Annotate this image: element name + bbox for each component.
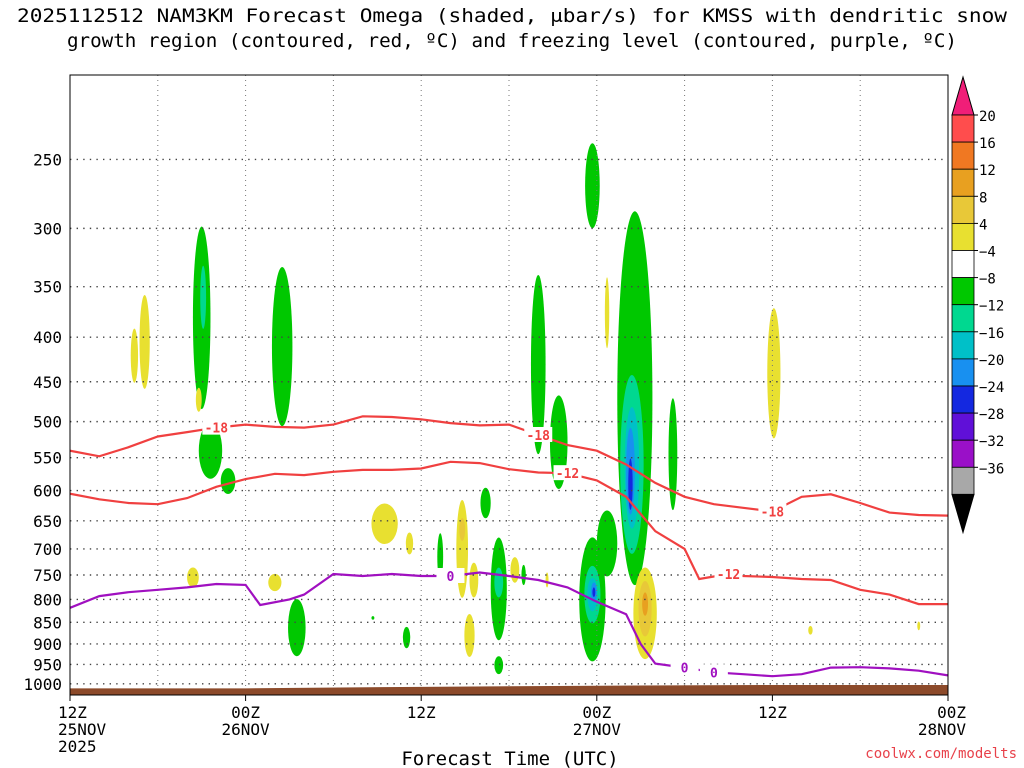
colorbar-swatch <box>952 386 974 413</box>
colorbar-label: 12 <box>979 163 996 179</box>
omega-region <box>406 532 413 554</box>
y-tick-label: 250 <box>33 150 62 169</box>
y-tick-label: 600 <box>33 482 62 501</box>
omega-region <box>592 587 595 597</box>
y-tick-label: 850 <box>33 613 62 632</box>
omega-region <box>597 510 617 576</box>
colorbar-swatch <box>952 169 974 196</box>
colorbar: 20 16 12 8 4 −4 −8 −12 −16 −20 −24 −28 −32 −36 <box>952 77 1004 532</box>
omega-region <box>272 267 292 426</box>
colorbar-label: −16 <box>979 326 1004 342</box>
y-tick-label: 1000 <box>23 675 62 694</box>
omega-region <box>371 616 374 620</box>
colorbar-swatch <box>952 413 974 440</box>
omega-region <box>187 567 199 587</box>
colorbar-top-arrow <box>952 77 974 115</box>
isotherm-label: -12 <box>556 467 579 482</box>
y-tick-label: 300 <box>33 219 62 238</box>
colorbar-label: −32 <box>979 434 1004 450</box>
omega-region <box>585 143 600 228</box>
y-tick-label: 400 <box>33 328 62 347</box>
terrain-fill <box>70 685 948 695</box>
y-axis-labels: 250 300 350 400 450 500 550 600 650 700 750 800 850 9… <box>23 150 62 693</box>
omega-region <box>494 656 503 674</box>
colorbar-label: −28 <box>979 407 1004 423</box>
colorbar-swatch <box>952 359 974 386</box>
terrain <box>70 685 948 695</box>
omega-region <box>403 627 410 648</box>
omega-region <box>200 266 206 329</box>
colorbar-label: −8 <box>979 272 996 288</box>
colorbar-label: −36 <box>979 461 1004 477</box>
omega-region <box>268 574 281 591</box>
omega-region <box>469 563 478 598</box>
x-tick-label: 28NOV <box>918 720 967 739</box>
isotherm-label: 0 <box>681 662 689 677</box>
colorbar-label: −24 <box>979 380 1004 396</box>
colorbar-swatch <box>952 440 974 467</box>
x-tick-label: 12Z <box>407 703 436 722</box>
omega-region <box>767 308 780 438</box>
omega-region <box>642 592 648 615</box>
y-tick-label: 350 <box>33 278 62 297</box>
isotherm-label: -18 <box>527 429 551 444</box>
x-tick-label: 2025 <box>58 737 97 756</box>
colorbar-label: −12 <box>979 299 1004 315</box>
omega-region <box>371 504 397 544</box>
x-tick-label: 27NOV <box>573 720 622 739</box>
plot-area: -18 -18 -18 -12 -12 0 0 0 <box>70 75 948 695</box>
y-tick-label: 650 <box>33 512 62 531</box>
credit-text: coolwx.com/modelts <box>865 746 1017 762</box>
omega-region <box>808 626 812 635</box>
colorbar-swatch <box>952 223 974 250</box>
chart-title-line2: growth region (contoured, red, ºC) and f… <box>67 30 957 52</box>
y-tick-label: 900 <box>33 635 62 654</box>
colorbar-label: 4 <box>979 217 987 233</box>
omega-region <box>288 599 306 656</box>
y-tick-label: 800 <box>33 590 62 609</box>
x-tick-label: 26NOV <box>222 720 271 739</box>
omega-region <box>917 621 920 630</box>
omega-shading <box>131 143 920 674</box>
omega-region <box>464 614 474 657</box>
isotherm-label: -12 <box>717 568 740 583</box>
y-tick-label: 750 <box>33 566 62 585</box>
colorbar-swatch <box>952 142 974 169</box>
colorbar-label: 8 <box>979 190 987 206</box>
colorbar-label: −4 <box>979 245 996 261</box>
colorbar-swatch <box>952 251 974 278</box>
isotherm-label: -18 <box>205 422 229 437</box>
isotherm-label: 0 <box>710 666 718 681</box>
colorbar-label: −20 <box>979 353 1004 369</box>
omega-region <box>494 568 503 598</box>
omega-region <box>480 488 490 519</box>
colorbar-label: 16 <box>979 136 996 152</box>
colorbar-swatch <box>952 196 974 223</box>
x-tick-label: 12Z <box>758 703 787 722</box>
omega-region <box>510 557 519 583</box>
isotherm-line <box>70 462 948 604</box>
colorbar-swatch <box>952 305 974 332</box>
chart-title-line1: 2025112512 NAM3KM Forecast Omega (shaded… <box>17 5 1008 27</box>
omega-region <box>140 295 150 389</box>
y-tick-label: 500 <box>33 413 62 432</box>
isotherm-label: -18 <box>761 505 785 520</box>
colorbar-swatch <box>952 332 974 359</box>
y-tick-label: 700 <box>33 540 62 559</box>
omega-region <box>521 565 525 585</box>
colorbar-bottom-arrow <box>952 494 974 532</box>
colorbar-swatch <box>952 115 974 142</box>
isotherm-label: 0 <box>447 570 455 585</box>
y-tick-label: 950 <box>33 655 62 674</box>
omega-region <box>196 388 202 412</box>
colorbar-label: 20 <box>979 109 996 125</box>
colorbar-swatch <box>952 467 974 494</box>
colorbar-swatch <box>952 278 974 305</box>
y-tick-label: 450 <box>33 373 62 392</box>
x-axis-label: Forecast Time (UTC) <box>401 748 618 768</box>
y-tick-label: 550 <box>33 449 62 468</box>
